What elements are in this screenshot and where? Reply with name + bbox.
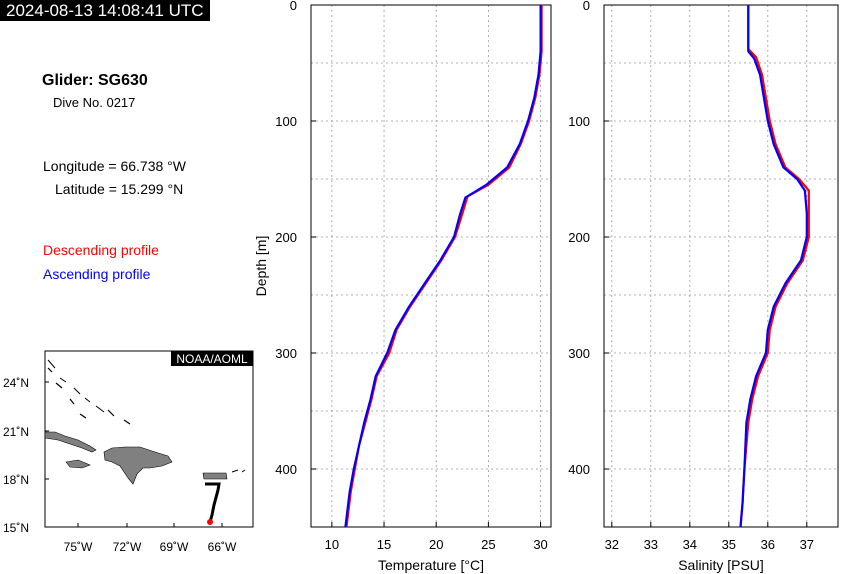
x-tick-label: 36 (761, 537, 775, 552)
map-lon-tick: 72˚W (113, 540, 142, 554)
jamaica-landmass (65, 459, 91, 469)
y-tick-label: 300 (275, 346, 297, 361)
map-lat-tick: 24˚N (3, 376, 29, 390)
small-islands (47, 367, 131, 425)
x-tick-label: 25 (481, 537, 495, 552)
map-credit-box (171, 351, 253, 366)
y-axis-label: Depth [m] (253, 236, 269, 297)
ascending-profile-line (344, 5, 542, 528)
y-tick-label: 200 (275, 230, 297, 245)
map-credit: NOAA/AOML (176, 352, 248, 366)
y-tick-label: 100 (568, 114, 590, 129)
ascending-profile-line (739, 5, 808, 528)
glider-position-marker (207, 519, 213, 525)
glider-name: Glider: SG630 (42, 72, 148, 89)
map-lon-tick: 69˚W (160, 540, 189, 554)
x-tick-label: 20 (429, 537, 443, 552)
glider-track (205, 482, 221, 523)
map-lon-tick: 66˚W (208, 540, 237, 554)
ascending-legend: Ascending profile (43, 266, 151, 282)
x-tick-label: 37 (800, 537, 814, 552)
plot-frame (310, 4, 552, 528)
map-lat-tick: 15˚N (3, 521, 29, 535)
x-tick-label: 34 (683, 537, 697, 552)
puerto-rico-landmass (202, 472, 228, 480)
map-lon-tick: 75˚W (64, 540, 93, 554)
x-tick-label: 15 (377, 537, 391, 552)
latitude: Latitude = 15.299 °N (55, 181, 184, 197)
timestamp: 2024-08-13 14:08:41 UTC (0, 0, 210, 21)
x-tick-label: 35 (722, 537, 736, 552)
descending-profile-line (739, 5, 810, 528)
cuba-landmass (45, 431, 97, 453)
y-tick-label: 0 (290, 0, 297, 13)
plot-frame (603, 4, 839, 528)
x-tick-label: 32 (605, 537, 619, 552)
x-tick-label: 30 (533, 537, 547, 552)
dive-number: Dive No. 0217 (53, 95, 136, 110)
y-tick-label: 0 (583, 0, 590, 13)
y-tick-label: 200 (568, 230, 590, 245)
bahamas-islands (47, 359, 246, 473)
y-tick-label: 300 (568, 346, 590, 361)
x-tick-label: 10 (325, 537, 339, 552)
x-axis-label: Salinity [PSU] (678, 557, 764, 573)
hispaniola-landmass (103, 446, 173, 485)
descending-legend: Descending profile (43, 242, 159, 258)
y-tick-label: 100 (275, 114, 297, 129)
x-tick-label: 33 (644, 537, 658, 552)
y-tick-label: 400 (568, 462, 590, 477)
map-lat-tick: 21˚N (3, 425, 29, 439)
map-frame (44, 350, 254, 528)
longitude: Longitude = 66.738 °W (43, 158, 186, 174)
y-tick-label: 400 (275, 462, 297, 477)
map-lat-tick: 18˚N (3, 473, 29, 487)
x-axis-label: Temperature [°C] (378, 557, 484, 573)
